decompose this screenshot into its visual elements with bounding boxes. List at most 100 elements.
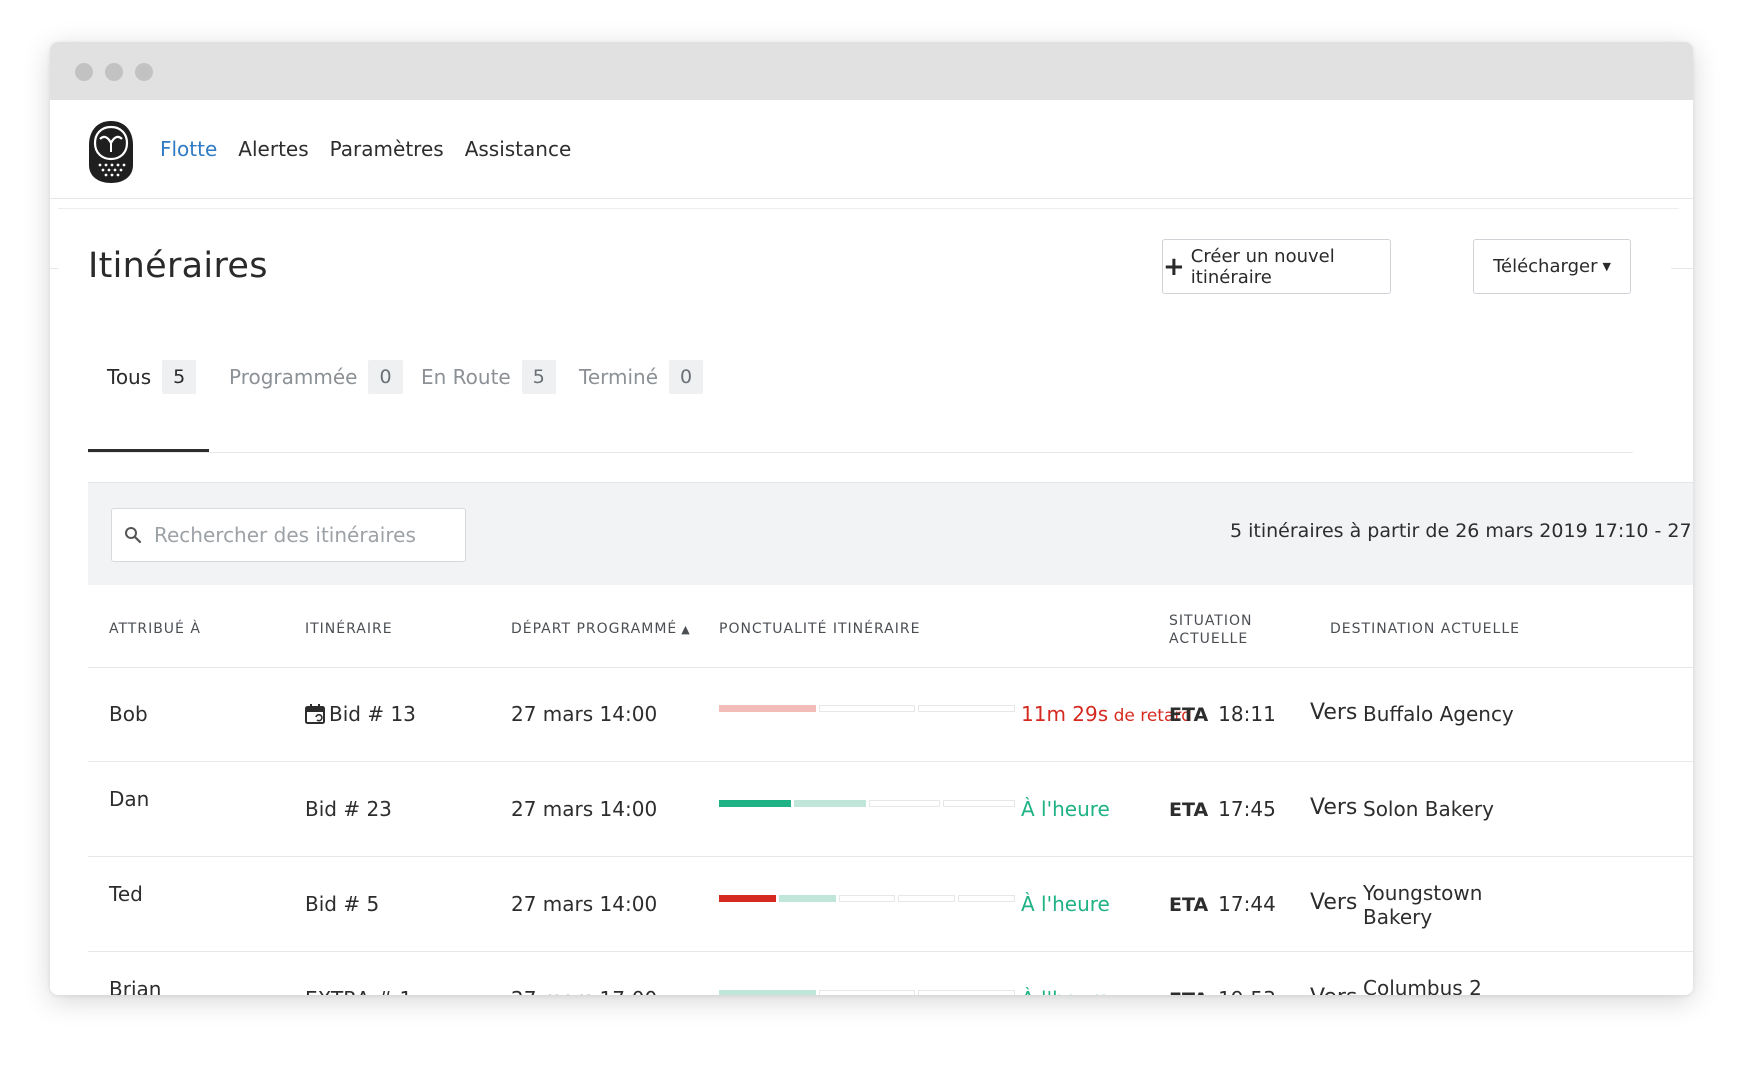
eta-label: ETA: [1169, 894, 1209, 916]
tab-tous[interactable]: Tous 5: [88, 352, 209, 452]
tab-en-route[interactable]: En Route 5: [421, 352, 556, 452]
eta-time: 18:11: [1218, 702, 1276, 726]
tab-count: 5: [521, 360, 556, 394]
divider: [1671, 268, 1693, 269]
download-dropdown-button[interactable]: Télécharger ▼: [1473, 239, 1631, 294]
download-label: Télécharger: [1493, 256, 1598, 277]
create-route-label: Créer un nouvel itinéraire: [1190, 245, 1335, 288]
tab-label: Programmée: [229, 365, 358, 389]
eta-time: 17:45: [1218, 797, 1276, 821]
route-name[interactable]: Bid # 23: [305, 797, 392, 821]
destination[interactable]: Youngstown Bakery: [1363, 881, 1482, 929]
close-window-button[interactable]: [75, 63, 93, 81]
destination-line1: Solon Bakery: [1363, 797, 1494, 821]
create-route-button[interactable]: + Créer un nouvel itinéraire: [1162, 239, 1391, 294]
route-name[interactable]: Bid # 13: [305, 702, 416, 726]
progress-segment: [778, 895, 836, 902]
vers-label: Vers: [1310, 986, 1357, 996]
destination[interactable]: Columbus 2Agency: [1363, 976, 1482, 995]
table-row[interactable]: Ted Bid # 5 27 mars 14:00 À l'heure ETA 1…: [88, 857, 1693, 952]
col-situation-line1: SITUATION: [1169, 613, 1253, 629]
col-departure[interactable]: DÉPART PROGRAMMÉ ▲: [511, 620, 691, 639]
page-title: Itinéraires: [88, 246, 268, 286]
search-input[interactable]: [152, 522, 446, 548]
status-main: À l'heure: [1021, 797, 1110, 821]
destination-line2: Bakery: [1363, 905, 1433, 929]
col-assigned[interactable]: ATTRIBUÉ À: [109, 621, 201, 637]
route-label: Bid # 13: [329, 702, 416, 726]
punctuality-progress: [719, 705, 1049, 713]
status-suffix: de retard: [1108, 706, 1192, 726]
col-punctuality[interactable]: PONCTUALITÉ ITINÉRAIRE: [719, 621, 921, 637]
status-main: À l'heure: [1021, 892, 1110, 916]
route-label: Bid # 5: [305, 892, 380, 916]
search-icon: [125, 527, 142, 544]
plus-icon: +: [1163, 251, 1185, 282]
tab-label: Terminé: [579, 365, 659, 389]
progress-segment: [719, 895, 776, 902]
table-row[interactable]: Dan Bid # 23 27 mars 14:00 À l'heure ETA…: [88, 762, 1693, 857]
tab-label: En Route: [421, 365, 511, 389]
maximize-window-button[interactable]: [135, 63, 153, 81]
destination[interactable]: Solon Bakery: [1363, 797, 1494, 821]
search-box: [111, 508, 466, 562]
col-situation-line2: ACTUELLE: [1169, 631, 1249, 647]
destination-line1: Buffalo Agency: [1363, 702, 1514, 726]
app-window: Flotte Alertes Paramètres Assistance Iti…: [50, 42, 1693, 995]
table-row[interactable]: Bob Bid # 13 27 mars 14:00 11m 29s de re…: [88, 667, 1693, 762]
vers-label: Vers: [1310, 700, 1358, 725]
route-name[interactable]: Bid # 5: [305, 892, 379, 916]
departure-time: 27 mars 17:00: [511, 987, 657, 995]
table-row[interactable]: Brian EXTRA # 1 27 mars 17:00 À l'heure …: [88, 952, 1693, 995]
progress-segment: [818, 705, 916, 712]
punctuality-progress: [719, 895, 1049, 903]
progress-segment: [818, 990, 916, 995]
punctuality-progress: [719, 990, 1049, 995]
assigned-driver: Ted: [109, 882, 143, 906]
minimize-window-button[interactable]: [105, 63, 123, 81]
departure-time: 27 mars 14:00: [511, 797, 658, 821]
tab-label: Tous: [107, 365, 152, 389]
col-departure-label: DÉPART PROGRAMMÉ: [511, 621, 678, 637]
route-name[interactable]: EXTRA # 1: [305, 987, 412, 995]
col-destination[interactable]: DESTINATION ACTUELLE: [1330, 621, 1520, 637]
status-tabs: Tous 5 Programmée 0 En Route 5 Terminé 0: [88, 352, 1633, 453]
main-nav: Flotte Alertes Paramètres Assistance: [160, 135, 592, 163]
vers-label: Vers: [1310, 890, 1358, 915]
col-route[interactable]: ITINÉRAIRE: [305, 621, 393, 637]
assigned-driver: Brian: [109, 977, 162, 995]
results-summary: 5 itinéraires à partir de 26 mars 2019 1…: [1230, 520, 1692, 542]
assigned-driver: Dan: [109, 787, 150, 811]
nav-alertes[interactable]: Alertes: [238, 137, 309, 161]
nav-parametres[interactable]: Paramètres: [329, 137, 444, 161]
nav-flotte[interactable]: Flotte: [160, 137, 218, 161]
destination-line1: Youngstown: [1363, 881, 1483, 905]
progress-segment: [719, 705, 816, 712]
progress-segment: [898, 895, 956, 902]
divider: [50, 268, 58, 269]
col-situation[interactable]: SITUATION ACTUELLE: [1169, 612, 1252, 648]
eta-label: ETA: [1169, 799, 1209, 821]
progress-segment: [838, 895, 896, 902]
punctuality-status: À l'heure: [1021, 987, 1110, 995]
progress-segment: [918, 990, 1015, 995]
eta: ETA 17:44: [1169, 892, 1276, 917]
eta-time: 19:53: [1218, 987, 1276, 995]
title-bar: [50, 42, 1693, 100]
eta: ETA 19:53: [1169, 987, 1276, 995]
tab-termine[interactable]: Terminé 0: [579, 352, 704, 452]
eta: ETA 18:11: [1169, 702, 1276, 727]
departure-time: 27 mars 14:00: [511, 892, 658, 916]
nav-assistance[interactable]: Assistance: [464, 137, 572, 161]
progress-segment: [719, 800, 791, 807]
destination[interactable]: Buffalo Agency: [1363, 702, 1514, 726]
eta-time: 17:44: [1218, 892, 1276, 916]
tab-programmee[interactable]: Programmée 0: [229, 352, 403, 452]
punctuality-status: À l'heure: [1021, 797, 1110, 821]
tab-count: 0: [669, 360, 704, 394]
status-main: 11m 29s: [1021, 702, 1109, 726]
owl-logo-icon[interactable]: [87, 119, 135, 185]
sort-asc-icon: ▲: [681, 623, 691, 636]
punctuality-status: 11m 29s de retard: [1021, 702, 1192, 728]
departure-time: 27 mars 14:00: [511, 702, 658, 726]
